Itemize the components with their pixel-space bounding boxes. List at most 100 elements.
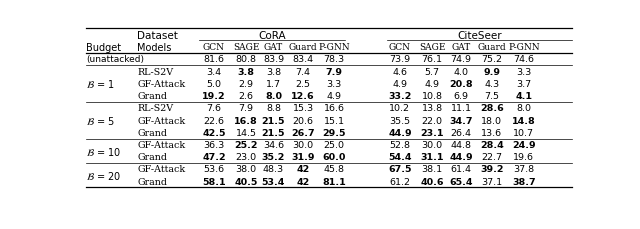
Text: 58.1: 58.1 [202,177,226,186]
Text: CiteSeer: CiteSeer [457,30,502,40]
Text: Guard: Guard [289,43,317,52]
Text: 11.1: 11.1 [451,104,472,113]
Text: 16.6: 16.6 [323,104,344,113]
Text: 20.6: 20.6 [292,116,314,125]
Text: 15.3: 15.3 [292,104,314,113]
Text: 83.9: 83.9 [263,55,284,64]
Text: 22.7: 22.7 [481,153,502,161]
Text: 3.3: 3.3 [516,67,532,76]
Text: 3.8: 3.8 [266,67,281,76]
Text: GF-Attack: GF-Attack [137,116,185,125]
Text: 53.4: 53.4 [262,177,285,186]
Text: 7.9: 7.9 [239,104,253,113]
Text: GF-Attack: GF-Attack [137,79,185,88]
Text: 14.5: 14.5 [236,128,257,137]
Text: 42: 42 [296,177,310,186]
Text: 2.5: 2.5 [296,79,310,88]
Text: 26.4: 26.4 [451,128,472,137]
Text: $\mathcal{B}$ = 10: $\mathcal{B}$ = 10 [86,145,121,157]
Text: 44.9: 44.9 [449,153,473,161]
Text: 40.6: 40.6 [420,177,444,186]
Text: 60.0: 60.0 [323,153,346,161]
Text: 80.8: 80.8 [236,55,257,64]
Text: 44.9: 44.9 [388,128,412,137]
Text: 78.3: 78.3 [323,55,344,64]
Text: 3.8: 3.8 [237,67,255,76]
Text: 65.4: 65.4 [449,177,473,186]
Text: 30.0: 30.0 [422,140,443,149]
Text: 23.0: 23.0 [236,153,257,161]
Text: 10.7: 10.7 [513,128,534,137]
Text: 22.0: 22.0 [422,116,443,125]
Text: 21.5: 21.5 [262,128,285,137]
Text: SAGE: SAGE [233,43,259,52]
Text: 38.7: 38.7 [512,177,536,186]
Text: RL-S2V: RL-S2V [137,67,173,76]
Text: 6.9: 6.9 [453,92,468,101]
Text: 5.0: 5.0 [207,79,221,88]
Text: 52.8: 52.8 [389,140,410,149]
Text: 35.5: 35.5 [389,116,410,125]
Text: P-GNN: P-GNN [318,43,350,52]
Text: Grand: Grand [137,153,167,161]
Text: GAT: GAT [264,43,283,52]
Text: 61.2: 61.2 [389,177,410,186]
Text: Dataset: Dataset [137,30,178,40]
Text: 36.3: 36.3 [204,140,225,149]
Text: 7.4: 7.4 [296,67,310,76]
Text: 2.9: 2.9 [239,79,253,88]
Text: 38.1: 38.1 [422,165,443,174]
Text: 4.6: 4.6 [392,67,408,76]
Text: 83.4: 83.4 [292,55,314,64]
Text: 44.8: 44.8 [451,140,472,149]
Text: 1.7: 1.7 [266,79,281,88]
Text: 7.5: 7.5 [484,92,499,101]
Text: 8.8: 8.8 [266,104,281,113]
Text: 28.4: 28.4 [480,140,504,149]
Text: 73.9: 73.9 [389,55,410,64]
Text: GF-Attack: GF-Attack [137,140,185,149]
Text: Grand: Grand [137,177,167,186]
Text: 7.6: 7.6 [207,104,221,113]
Text: 13.8: 13.8 [422,104,443,113]
Text: CoRA: CoRA [259,30,286,40]
Text: 2.6: 2.6 [239,92,253,101]
Text: 3.4: 3.4 [206,67,221,76]
Text: 35.2: 35.2 [262,153,285,161]
Text: 3.3: 3.3 [326,79,342,88]
Text: 61.4: 61.4 [451,165,472,174]
Text: 30.0: 30.0 [292,140,314,149]
Text: 53.6: 53.6 [204,165,225,174]
Text: 25.2: 25.2 [234,140,258,149]
Text: 21.5: 21.5 [262,116,285,125]
Text: 19.6: 19.6 [513,153,534,161]
Text: 4.3: 4.3 [484,79,499,88]
Text: 23.1: 23.1 [420,128,444,137]
Text: 42: 42 [296,165,310,174]
Text: 42.5: 42.5 [202,128,226,137]
Text: 26.7: 26.7 [291,128,315,137]
Text: 4.0: 4.0 [453,67,468,76]
Text: Budget: Budget [86,43,121,52]
Text: $\mathcal{B}$ = 1: $\mathcal{B}$ = 1 [86,78,115,90]
Text: Guard: Guard [477,43,506,52]
Text: 15.1: 15.1 [323,116,344,125]
Text: 4.9: 4.9 [326,92,342,101]
Text: 5.7: 5.7 [425,67,440,76]
Text: 14.8: 14.8 [512,116,536,125]
Text: GCN: GCN [203,43,225,52]
Text: Models: Models [137,43,172,52]
Text: 8.0: 8.0 [516,104,531,113]
Text: 40.5: 40.5 [234,177,258,186]
Text: 74.9: 74.9 [451,55,472,64]
Text: 13.6: 13.6 [481,128,502,137]
Text: 37.8: 37.8 [513,165,534,174]
Text: 3.7: 3.7 [516,79,531,88]
Text: 45.8: 45.8 [323,165,344,174]
Text: 10.8: 10.8 [422,92,443,101]
Text: 81.6: 81.6 [204,55,225,64]
Text: 4.1: 4.1 [515,92,532,101]
Text: RL-S2V: RL-S2V [137,104,173,113]
Text: 20.8: 20.8 [449,79,473,88]
Text: 54.4: 54.4 [388,153,412,161]
